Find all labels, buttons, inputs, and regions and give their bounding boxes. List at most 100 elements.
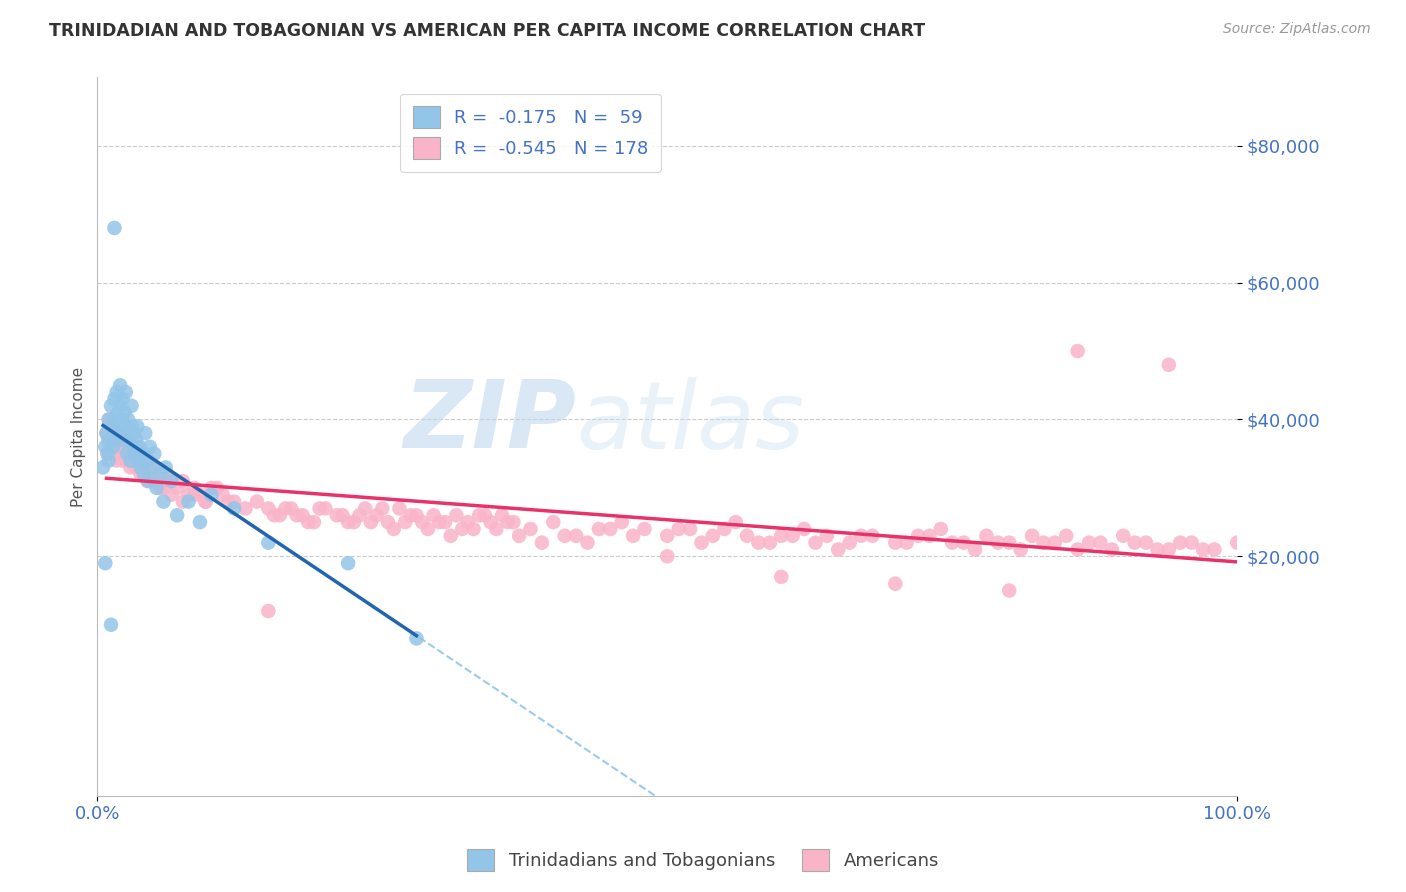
Point	[120, 453, 142, 467]
Point	[724, 515, 747, 529]
Point	[101, 419, 124, 434]
Point	[155, 460, 177, 475]
Point	[246, 494, 269, 508]
Point	[1054, 529, 1077, 543]
Point	[1066, 542, 1088, 557]
Point	[468, 508, 491, 523]
Point	[508, 529, 530, 543]
Point	[976, 529, 998, 543]
Point	[108, 447, 131, 461]
Point	[280, 501, 302, 516]
Point	[314, 501, 336, 516]
Point	[759, 535, 782, 549]
Point	[172, 494, 194, 508]
Point	[160, 474, 183, 488]
Point	[107, 433, 129, 447]
Point	[114, 447, 136, 461]
Point	[160, 474, 183, 488]
Point	[114, 406, 136, 420]
Point	[98, 440, 121, 454]
Point	[121, 440, 143, 454]
Point	[815, 529, 838, 543]
Point	[1181, 535, 1204, 549]
Point	[952, 535, 974, 549]
Point	[111, 453, 134, 467]
Point	[125, 433, 148, 447]
Point	[1204, 542, 1226, 557]
Point	[125, 453, 148, 467]
Point	[96, 426, 118, 441]
Point	[491, 508, 513, 523]
Point	[896, 535, 918, 549]
Point	[103, 392, 125, 406]
Point	[118, 433, 141, 447]
Point	[177, 488, 200, 502]
Point	[129, 460, 152, 475]
Point	[115, 440, 138, 454]
Point	[107, 406, 129, 420]
Point	[599, 522, 621, 536]
Point	[519, 522, 541, 536]
Point	[440, 529, 463, 543]
Point	[112, 433, 135, 447]
Point	[217, 494, 239, 508]
Point	[121, 419, 143, 434]
Point	[929, 522, 952, 536]
Point	[690, 535, 713, 549]
Point	[100, 617, 122, 632]
Point	[530, 535, 553, 549]
Point	[149, 481, 172, 495]
Point	[97, 447, 120, 461]
Point	[160, 488, 183, 502]
Point	[394, 515, 416, 529]
Point	[128, 447, 150, 461]
Point	[963, 542, 986, 557]
Point	[224, 501, 246, 516]
Point	[97, 412, 120, 426]
Point	[111, 412, 134, 426]
Point	[633, 522, 655, 536]
Point	[827, 542, 849, 557]
Point	[463, 522, 485, 536]
Point	[502, 515, 524, 529]
Point	[183, 488, 205, 502]
Point	[325, 508, 347, 523]
Point	[747, 535, 769, 549]
Point	[679, 522, 702, 536]
Point	[103, 221, 125, 235]
Point	[884, 576, 907, 591]
Point	[427, 515, 450, 529]
Point	[485, 522, 508, 536]
Point	[166, 508, 188, 523]
Point	[907, 529, 929, 543]
Point	[838, 535, 860, 549]
Point	[105, 385, 128, 400]
Point	[200, 488, 222, 502]
Point	[91, 460, 114, 475]
Point	[136, 453, 159, 467]
Point	[108, 426, 131, 441]
Point	[122, 447, 145, 461]
Point	[422, 508, 444, 523]
Point	[1157, 358, 1180, 372]
Point	[565, 529, 588, 543]
Point	[621, 529, 644, 543]
Text: atlas: atlas	[576, 376, 804, 467]
Point	[145, 481, 167, 495]
Point	[103, 440, 125, 454]
Point	[127, 460, 149, 475]
Point	[115, 385, 138, 400]
Point	[257, 501, 280, 516]
Point	[138, 474, 160, 488]
Point	[136, 474, 159, 488]
Point	[120, 460, 142, 475]
Point	[97, 447, 120, 461]
Y-axis label: Per Capita Income: Per Capita Income	[72, 367, 86, 507]
Point	[97, 453, 120, 467]
Point	[371, 501, 394, 516]
Point	[285, 508, 308, 523]
Point	[337, 556, 360, 570]
Text: Source: ZipAtlas.com: Source: ZipAtlas.com	[1223, 22, 1371, 37]
Point	[128, 440, 150, 454]
Point	[132, 460, 155, 475]
